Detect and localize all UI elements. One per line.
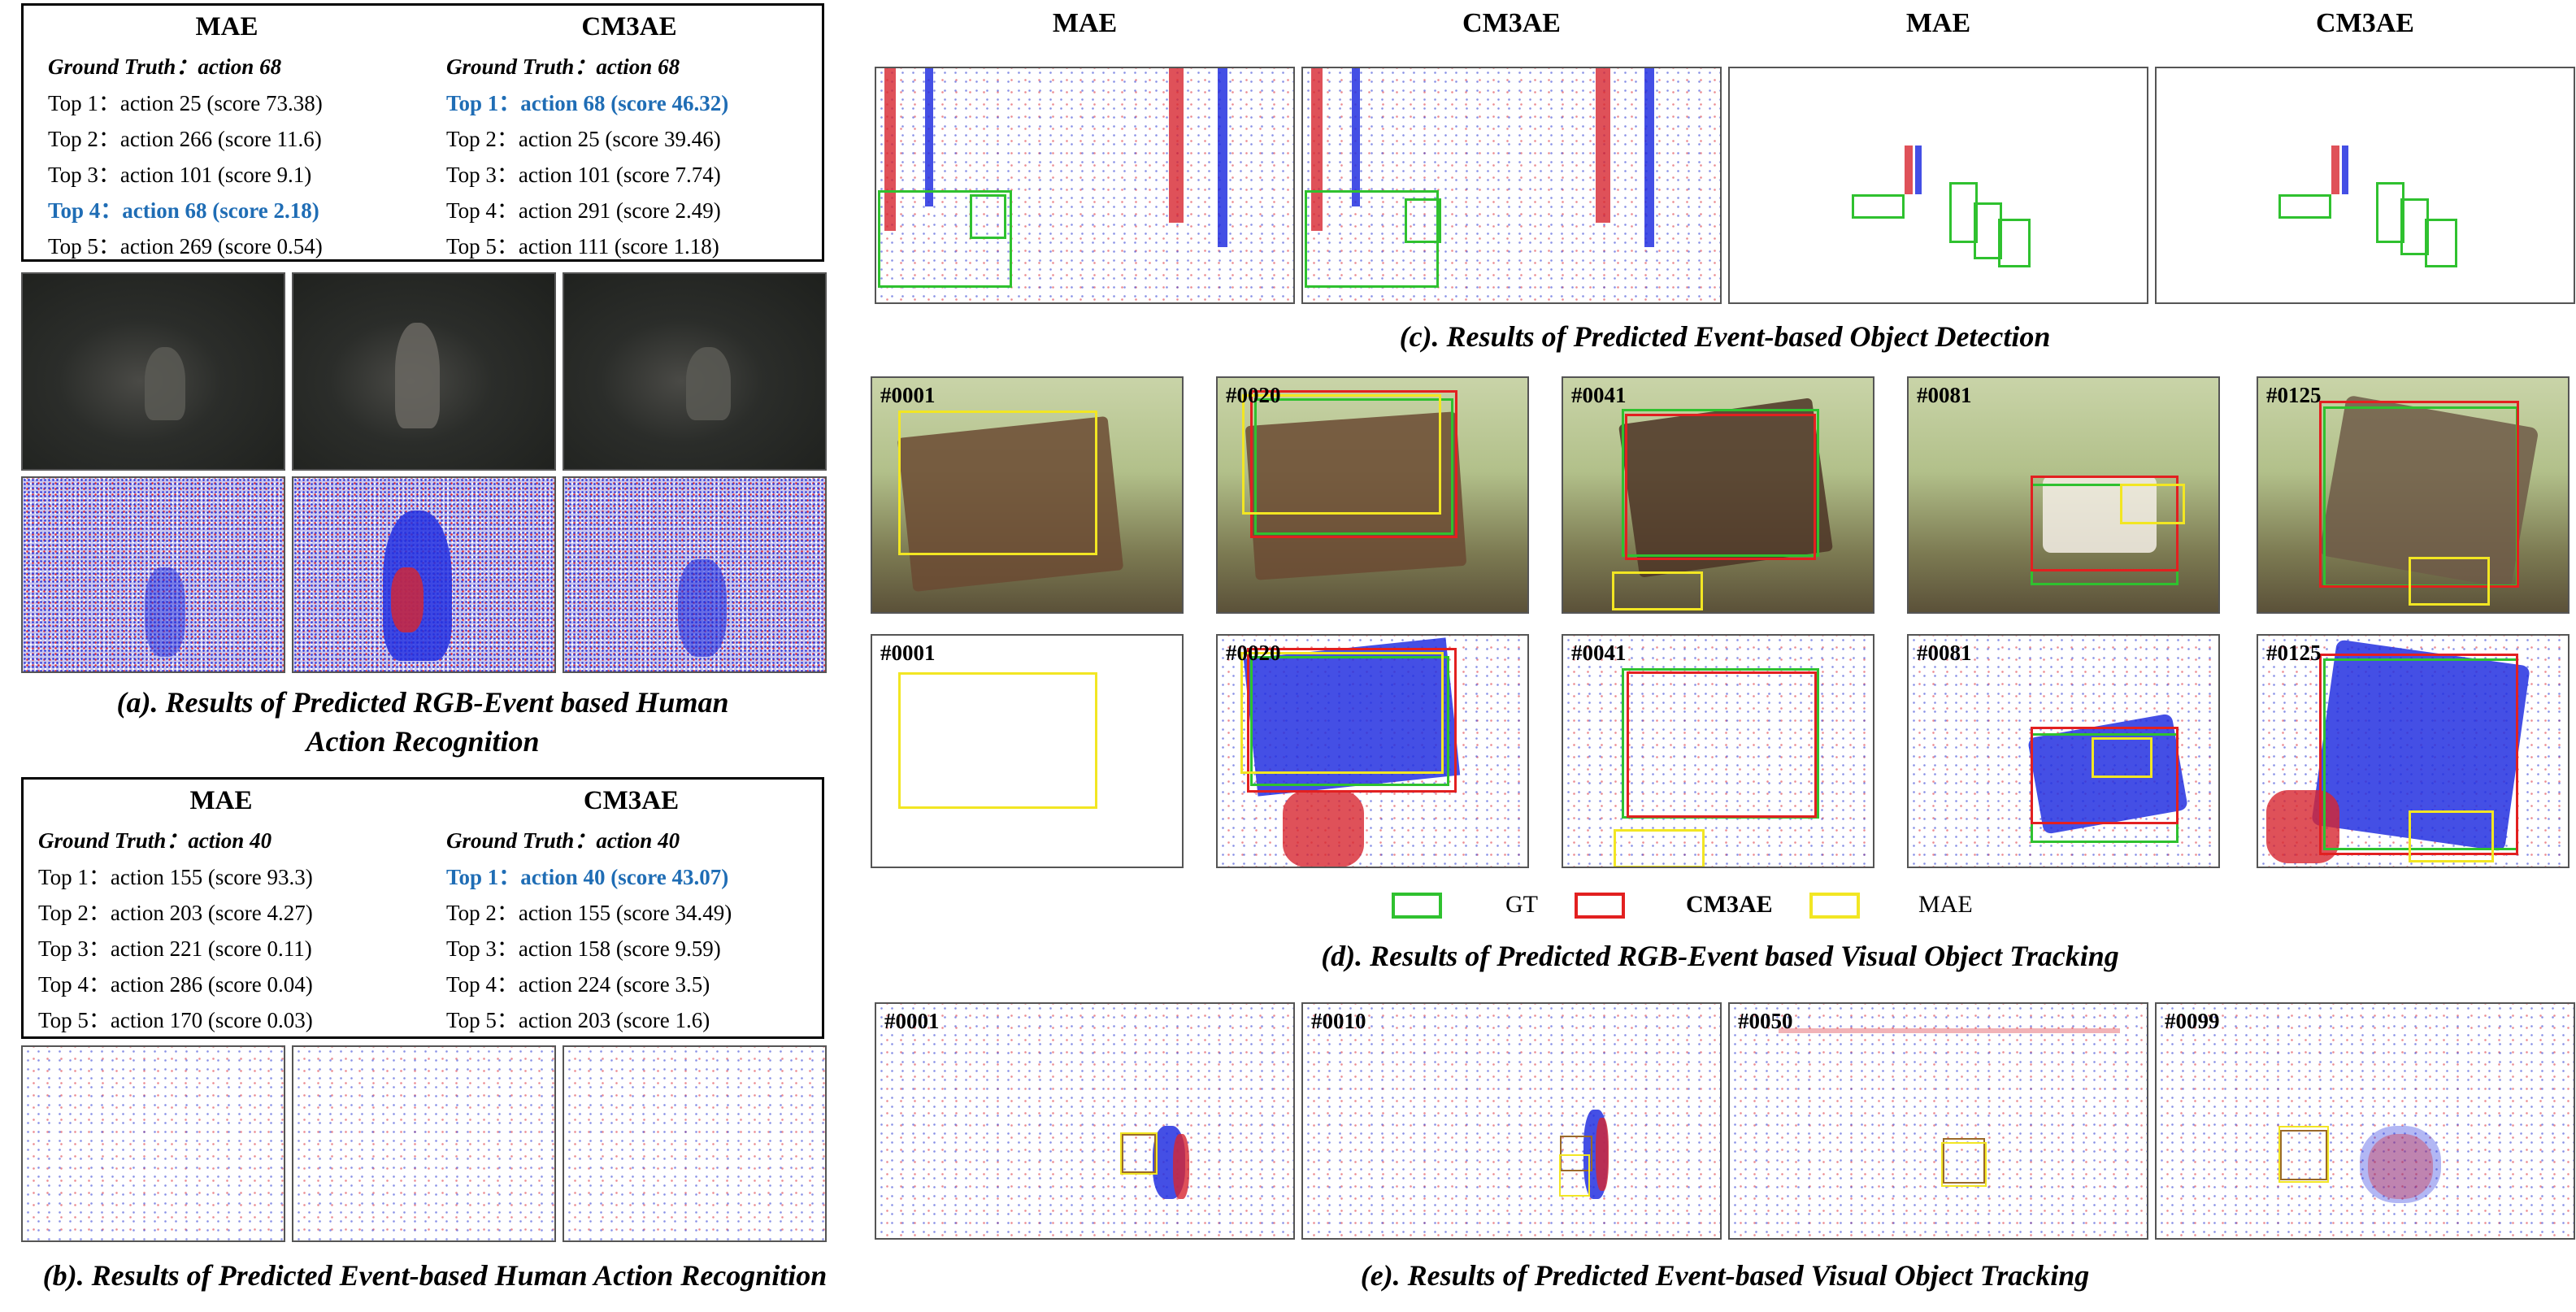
panel-a-cm3ae-top5: Top 5：action 111 (score 1.18) — [446, 234, 719, 258]
panel-b-mae-column: MAE Ground Truth：action 40 Top 1：action … — [38, 780, 404, 1038]
panel-b-mae-top3: Top 3：action 221 (score 0.11) — [38, 936, 312, 961]
panel-d-rgb-frame-5: #0125 — [2257, 376, 2569, 614]
panel-c-caption: (c). Results of Predicted Event-based Ob… — [1399, 320, 2051, 353]
panel-a-mae-column: MAE Ground Truth：action 68 Top 1：action … — [48, 6, 406, 264]
panel-b-cm3ae-top3: Top 3：action 158 (score 9.59) — [446, 936, 721, 961]
panel-e-caption: (e). Results of Predicted Event-based Vi… — [1360, 1259, 2090, 1292]
panel-d-rgb-frame-3: #0041 — [1562, 376, 1874, 614]
panel-b-mae-title: MAE — [189, 786, 253, 815]
panel-e-frame-1-label: #0001 — [884, 1009, 940, 1033]
panel-b-event-frame-2 — [292, 1045, 556, 1242]
panel-a-caption-line1: (a). Results of Predicted RGB-Event base… — [116, 686, 729, 719]
legend-mae-swatch — [1809, 893, 1860, 919]
panel-d-event-frame-5-label: #0125 — [2266, 641, 2322, 665]
legend-gt-label: GT — [1505, 891, 1538, 918]
panel-b-cm3ae-ground-truth: Ground Truth：action 40 — [446, 828, 680, 853]
panel-b-mae-top5: Top 5：action 170 (score 0.03) — [38, 1008, 313, 1032]
panel-d-rgb-frame-2: #0020 — [1216, 376, 1529, 614]
panel-d-event-frame-2: #0020 — [1216, 634, 1529, 868]
panel-b-event-frame-1 — [21, 1045, 285, 1242]
panel-c-detection-frame-1 — [875, 67, 1295, 304]
panel-b-event-frame-3 — [563, 1045, 827, 1242]
panel-b-cm3ae-title: CM3AE — [583, 786, 680, 815]
panel-c-detection-frame-4 — [2155, 67, 2575, 304]
panel-e-frame-3-label: #0050 — [1738, 1009, 1793, 1033]
panel-b-mae-top2: Top 2：action 203 (score 4.27) — [38, 901, 313, 925]
legend-cm3ae-swatch — [1575, 893, 1625, 919]
panel-a-cm3ae-column: CM3AE Ground Truth：action 68 Top 1：actio… — [446, 6, 812, 264]
panel-c-title-4: CM3AE — [2316, 8, 2414, 38]
panel-b-cm3ae-top1: Top 1：action 40 (score 43.07) — [446, 865, 729, 889]
panel-a-mae-top5: Top 5：action 269 (score 0.54) — [48, 234, 323, 258]
panel-e-frame-2-label: #0010 — [1311, 1009, 1366, 1033]
panel-d-rgb-frame-3-label: #0041 — [1571, 383, 1627, 407]
legend-mae-label: MAE — [1918, 891, 1973, 918]
panel-b-mae-ground-truth: Ground Truth：action 40 — [38, 828, 272, 853]
panel-a-event-frame-3 — [563, 476, 827, 673]
panel-b-caption: (b). Results of Predicted Event-based Hu… — [42, 1259, 828, 1292]
panel-a-caption: (a). Results of Predicted RGB-Event base… — [21, 683, 824, 761]
panel-c-detection-frame-3 — [1728, 67, 2148, 304]
panel-a-cm3ae-top2: Top 2：action 25 (score 39.46) — [446, 127, 721, 151]
panel-b-mae-top4: Top 4：action 286 (score 0.04) — [38, 972, 313, 997]
panel-a-cm3ae-top4: Top 4：action 291 (score 2.49) — [446, 198, 721, 223]
panel-a-cm3ae-top1: Top 1：action 68 (score 46.32) — [446, 91, 729, 115]
panel-a-mae-top1: Top 1：action 25 (score 73.38) — [48, 91, 323, 115]
panel-d-event-frame-2-label: #0020 — [1226, 641, 1281, 665]
panel-d-event-frame-4: #0081 — [1907, 634, 2220, 868]
legend-cm3ae-label: CM3AE — [1686, 891, 1773, 918]
panel-b-cm3ae-top4: Top 4：action 224 (score 3.5) — [446, 972, 710, 997]
panel-e-frame-4: #0099 — [2155, 1002, 2575, 1240]
panel-d-caption: (d). Results of Predicted RGB-Event base… — [1321, 940, 2119, 972]
panel-d-rgb-frame-2-label: #0020 — [1226, 383, 1281, 407]
panel-d-rgb-frame-1: #0001 — [871, 376, 1184, 614]
panel-e-frame-4-label: #0099 — [2165, 1009, 2220, 1033]
panel-c-title-2: CM3AE — [1462, 8, 1561, 38]
panel-a-prediction-table: MAE Ground Truth：action 68 Top 1：action … — [21, 3, 824, 262]
panel-d-rgb-frame-1-label: #0001 — [880, 383, 936, 407]
panel-d-event-frame-4-label: #0081 — [1917, 641, 1972, 665]
panel-e-frame-2: #0010 — [1301, 1002, 1722, 1240]
panel-b-cm3ae-top5: Top 5：action 203 (score 1.6) — [446, 1008, 710, 1032]
panel-a-cm3ae-ground-truth: Ground Truth：action 68 — [446, 54, 680, 79]
panel-b-prediction-table: MAE Ground Truth：action 40 Top 1：action … — [21, 777, 824, 1039]
panel-a-cm3ae-title: CM3AE — [581, 12, 677, 41]
panel-a-cm3ae-top3: Top 3：action 101 (score 7.74) — [446, 163, 721, 187]
panel-b-cm3ae-top2: Top 2：action 155 (score 34.49) — [446, 901, 732, 925]
panel-e-frame-3: #0050 — [1728, 1002, 2148, 1240]
panel-b-cm3ae-column: CM3AE Ground Truth：action 40 Top 1：actio… — [446, 780, 816, 1038]
panel-b-mae-top1: Top 1：action 155 (score 93.3) — [38, 865, 313, 889]
panel-a-mae-title: MAE — [195, 12, 258, 41]
panel-d-event-frame-1: #0001 — [871, 634, 1184, 868]
panel-a-mae-ground-truth: Ground Truth：action 68 — [48, 54, 282, 79]
panel-d-event-frame-3-label: #0041 — [1571, 641, 1627, 665]
panel-a-rgb-frame-3 — [563, 272, 827, 471]
legend-gt-swatch — [1392, 893, 1442, 919]
panel-c-title-1: MAE — [1052, 8, 1118, 38]
panel-a-event-frame-1 — [21, 476, 285, 673]
panel-d-rgb-frame-5-label: #0125 — [2266, 383, 2322, 407]
panel-d-event-frame-5: #0125 — [2257, 634, 2569, 868]
panel-a-caption-line2: Action Recognition — [306, 725, 540, 758]
panel-c-detection-frame-2 — [1301, 67, 1722, 304]
panel-d-event-frame-1-label: #0001 — [880, 641, 936, 665]
panel-a-mae-top3: Top 3：action 101 (score 9.1) — [48, 163, 312, 187]
panel-d-rgb-frame-4-label: #0081 — [1917, 383, 1972, 407]
panel-a-mae-top4: Top 4：action 68 (score 2.18) — [48, 198, 319, 223]
panel-a-event-frame-2 — [292, 476, 556, 673]
panel-d-event-frame-3: #0041 — [1562, 634, 1874, 868]
panel-c-title-3: MAE — [1905, 8, 1971, 38]
panel-a-rgb-frame-2 — [292, 272, 556, 471]
panel-d-rgb-frame-4: #0081 — [1907, 376, 2220, 614]
panel-e-frame-1: #0001 — [875, 1002, 1295, 1240]
panel-a-mae-top2: Top 2：action 266 (score 11.6) — [48, 127, 322, 151]
panel-a-rgb-frame-1 — [21, 272, 285, 471]
